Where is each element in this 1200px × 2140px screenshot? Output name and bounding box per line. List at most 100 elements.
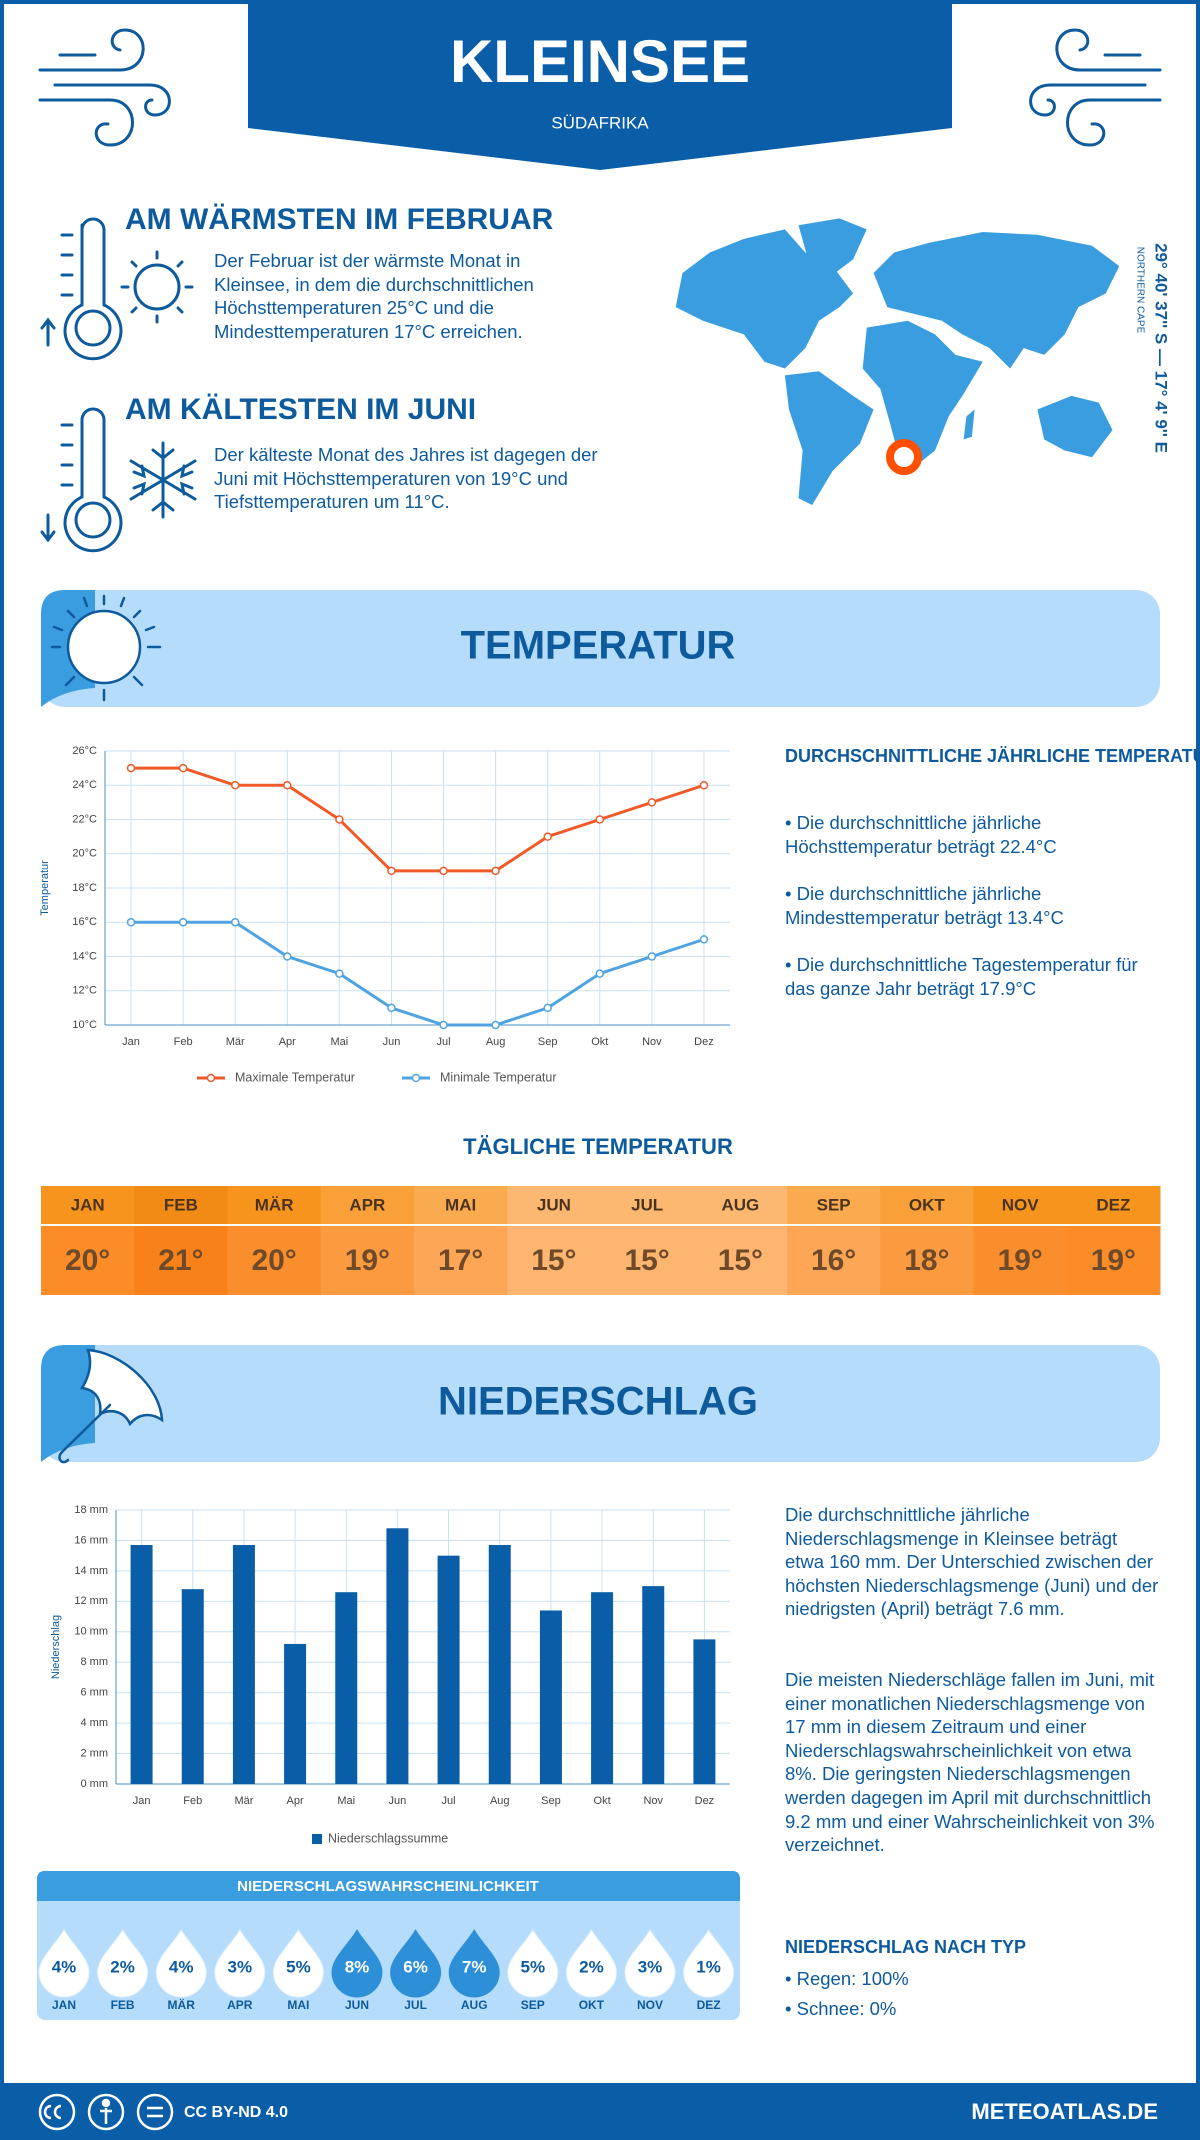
drop-value: 8%	[345, 1957, 370, 1976]
daily-header-cell	[507, 1186, 601, 1224]
x-tick-label: Aug	[486, 1036, 506, 1048]
daily-month: NOV	[1002, 1195, 1040, 1214]
region: NORTHERN CAPE	[1134, 247, 1145, 334]
drop-month: JUL	[404, 1998, 427, 2012]
daily-month: MÄR	[255, 1195, 294, 1214]
x-tick-label: Apr	[279, 1036, 296, 1048]
drop-shape	[565, 1928, 617, 1998]
drop-value: 5%	[521, 1957, 546, 1976]
daily-value-cell	[1066, 1226, 1161, 1295]
drop: 7% AUG	[448, 1928, 500, 2012]
x-tick-label: Feb	[174, 1036, 193, 1048]
y-tick-label: 16 mm	[74, 1534, 108, 1546]
drop-value: 7%	[462, 1957, 487, 1976]
y-tick-label: 2 mm	[81, 1747, 109, 1759]
point	[126, 918, 136, 927]
drop-shape	[272, 1928, 324, 1998]
drop: 3% NOV	[624, 1928, 676, 2012]
daily-month: FEB	[164, 1195, 198, 1214]
x-tick-label: Jul	[437, 1036, 451, 1048]
sun-icon	[120, 250, 194, 324]
footer-bar	[0, 2083, 1200, 2140]
drop: 2% FEB	[97, 1928, 149, 2012]
thermometer-warm-icon	[40, 217, 123, 361]
daily-header-cell	[227, 1186, 322, 1224]
legend-marker	[206, 1073, 216, 1083]
drop-value: 5%	[286, 1957, 311, 1976]
license-icons	[38, 2093, 174, 2131]
daily-month: APR	[349, 1195, 385, 1214]
x-tick-label: Nov	[643, 1795, 663, 1807]
x-tick-label: Mai	[331, 1036, 349, 1048]
daily-title: TÄGLICHE TEMPERATUR	[463, 1134, 733, 1159]
daily-value: 20°	[65, 1244, 110, 1277]
y-tick-label: 18°C	[72, 882, 97, 894]
x-tick-label: Okt	[591, 1036, 608, 1048]
point	[491, 1020, 500, 1030]
drop-month: MAI	[287, 1998, 309, 2012]
drop-shape	[155, 1928, 207, 1998]
drop-month: JAN	[52, 1998, 76, 2012]
point	[543, 832, 552, 841]
daily-header-cell	[1066, 1186, 1161, 1224]
drop-value: 4%	[169, 1957, 194, 1976]
coldest-text: Der kälteste Monat des Jahres ist dagege…	[214, 444, 598, 513]
precipitation-type-title: NIEDERSCHLAG NACH TYP	[785, 1937, 1026, 1957]
daily-header-cell	[414, 1186, 508, 1224]
point	[387, 866, 396, 876]
x-tick-label: Feb	[183, 1795, 202, 1807]
daily-month: MAI	[445, 1195, 476, 1214]
drop-month: MÄR	[168, 1997, 196, 2012]
precipitation-banner	[41, 1345, 1160, 1462]
drop-month: NOV	[637, 1998, 663, 2012]
point	[491, 866, 500, 876]
daily-value-cell	[227, 1226, 322, 1295]
x-tick-label: Aug	[490, 1795, 510, 1807]
daily-header-cell	[600, 1186, 695, 1224]
drop-shape	[448, 1928, 500, 1998]
bar	[642, 1586, 665, 1784]
point	[595, 969, 605, 978]
y-tick-label: 14°C	[72, 950, 97, 962]
wind-icon	[38, 28, 171, 147]
umbrella-icon	[58, 1348, 164, 1464]
daily-value: 21°	[158, 1244, 203, 1277]
point	[178, 763, 188, 773]
drop-value: 2%	[110, 1957, 135, 1976]
drop-month: SEP	[521, 1998, 545, 2012]
daily-value-cell	[320, 1226, 415, 1295]
y-tick-label: 10°C	[72, 1019, 97, 1031]
probability-drops: 4% JAN 2% FEB 4% MÄR 3% APR 5% MAI 8% JUN 6% JUL 7% AUG…	[38, 1928, 735, 2012]
x-tick-label: Sep	[538, 1036, 558, 1048]
drop: 8% JUN	[331, 1928, 383, 2012]
daily-value: 16°	[811, 1244, 856, 1277]
x-tick-label: Dez	[694, 1036, 714, 1048]
drop-month: AUG	[461, 1998, 488, 2012]
daily-value: 19°	[1091, 1244, 1136, 1277]
daily-value-cell	[973, 1226, 1068, 1295]
daily-value: 19°	[345, 1244, 390, 1277]
daily-value-cell	[787, 1226, 881, 1295]
drop-shape	[331, 1928, 383, 1998]
x-tick-label: Jan	[133, 1795, 151, 1807]
precipitation-type: • Regen: 100%	[785, 1968, 909, 1989]
bar	[488, 1545, 511, 1784]
y-tick-label: 24°C	[72, 779, 97, 791]
daily-value: 20°	[251, 1244, 296, 1277]
y-axis-title: Niederschlag	[50, 1615, 62, 1679]
probability-box	[37, 1871, 740, 2020]
precipitation-paragraph: Die durchschnittliche jährliche Niedersc…	[785, 1504, 1159, 1620]
probability-header	[37, 1871, 740, 1901]
y-tick-label: 8 mm	[81, 1656, 109, 1668]
y-tick-label: 14 mm	[74, 1565, 108, 1577]
header-title: KLEINSEE	[450, 28, 750, 95]
bar	[437, 1555, 460, 1784]
daily-value-cell	[414, 1226, 508, 1295]
daily-header-cell	[41, 1186, 135, 1224]
daily-value: 15°	[718, 1244, 763, 1277]
daily-month: SEP	[817, 1195, 851, 1214]
daily-value: 17°	[438, 1244, 483, 1277]
y-tick-label: 0 mm	[81, 1778, 109, 1790]
daily-value-cell	[880, 1226, 974, 1295]
